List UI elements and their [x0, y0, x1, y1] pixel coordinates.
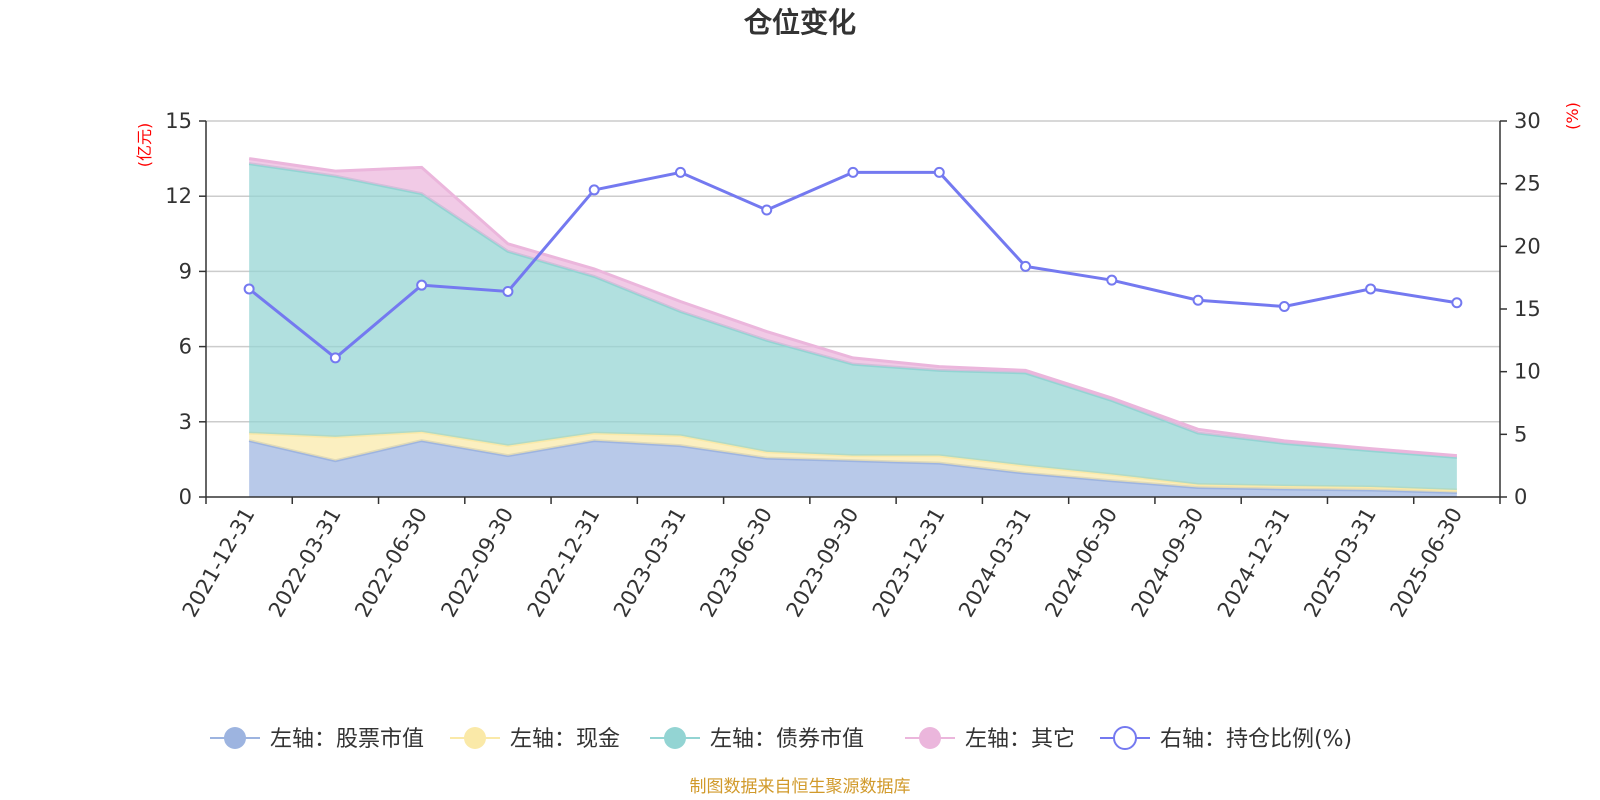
- ratio-point: [1365, 283, 1377, 295]
- x-axis-tick-label: 2024-06-30: [1040, 504, 1122, 622]
- x-axis-tick-label: 2023-06-30: [695, 504, 777, 622]
- ratio-point: [588, 184, 600, 196]
- ratio-point: [502, 285, 514, 297]
- legend-label: 左轴：债券市值: [710, 727, 864, 752]
- right-axis-tick-label: 25: [1514, 172, 1541, 196]
- right-axis-unit: (%): [1563, 102, 1582, 130]
- ratio-point: [1278, 300, 1290, 312]
- legend-marker: [464, 727, 486, 749]
- x-axis-tick-label: 2022-06-30: [350, 503, 432, 621]
- ratio-point: [1192, 294, 1204, 306]
- ratio-point: [329, 352, 341, 364]
- right-axis-tick-label: 10: [1514, 360, 1541, 384]
- left-axis-tick-label: 9: [179, 259, 192, 283]
- x-axis-tick-label: 2023-09-30: [782, 504, 864, 622]
- left-axis-unit: (亿元): [135, 123, 154, 168]
- left-axis-tick-label: 0: [179, 485, 192, 509]
- x-axis-tick-label: 2023-03-31: [609, 504, 691, 622]
- ratio-point: [933, 166, 945, 178]
- chart-title: 仓位变化: [744, 6, 856, 39]
- area-edge-左轴：其它: [248, 157, 1457, 458]
- legend-item[interactable]: 左轴：其它: [905, 727, 1075, 752]
- x-axis-tick-label: 2023-12-31: [868, 503, 950, 621]
- right-axis-tick-label: 0: [1514, 485, 1527, 509]
- right-axis-tick-label: 5: [1514, 422, 1527, 446]
- area-左轴：股票市值: [249, 440, 1457, 497]
- x-axis-tick-label: 2025-06-30: [1385, 504, 1467, 622]
- x-axis-tick-label: 2022-09-30: [436, 504, 518, 622]
- ratio-line-layer: [243, 166, 1463, 364]
- source-note: 制图数据来自恒生聚源数据库: [690, 777, 911, 797]
- legend-marker: [919, 727, 941, 749]
- ratio-point: [1106, 274, 1118, 286]
- x-axis-tick-label: 2022-03-31: [264, 504, 346, 622]
- legend-marker: [1113, 726, 1137, 750]
- legend-marker: [664, 727, 686, 749]
- x-axis-tick-label: 2024-03-31: [954, 504, 1036, 622]
- right-axis-tick-label: 20: [1514, 234, 1541, 258]
- x-axis-tick-label: 2025-03-31: [1299, 504, 1381, 622]
- x-axis-tick-label: 2022-12-31: [523, 504, 605, 622]
- ratio-point: [674, 166, 686, 178]
- legend-item[interactable]: 左轴：债券市值: [650, 727, 864, 752]
- ratio-point: [847, 166, 859, 178]
- left-axis-tick-label: 15: [165, 109, 192, 133]
- left-axis-tick-label: 12: [165, 184, 192, 208]
- area-左轴：债券市值: [249, 163, 1457, 490]
- ratio-point: [1451, 297, 1463, 309]
- legend[interactable]: 左轴：股票市值 左轴：现金 左轴：债券市值 左轴：其它 右轴：持仓比例(%): [210, 726, 1352, 752]
- right-axis-tick-label: 15: [1514, 297, 1541, 321]
- right-axis-tick-label: 30: [1514, 109, 1541, 133]
- x-axis-tick-label: 2024-09-30: [1127, 504, 1209, 622]
- legend-item[interactable]: 右轴：持仓比例(%): [1100, 726, 1352, 752]
- ratio-point: [243, 283, 255, 295]
- legend-label: 右轴：持仓比例(%): [1160, 727, 1352, 752]
- stacked-areas: [248, 157, 1457, 497]
- legend-item[interactable]: 左轴：股票市值: [210, 727, 424, 752]
- legend-label: 左轴：股票市值: [270, 727, 424, 752]
- legend-marker: [224, 727, 246, 749]
- ratio-point: [1020, 260, 1032, 272]
- x-axis-tick-label: 2024-12-31: [1213, 504, 1295, 622]
- x-axis-tick-label: 2021-12-31: [178, 504, 260, 622]
- legend-label: 左轴：现金: [510, 727, 620, 752]
- legend-item[interactable]: 左轴：现金: [450, 727, 620, 752]
- area-左轴：现金: [249, 431, 1457, 493]
- ratio-point: [416, 279, 428, 291]
- legend-label: 左轴：其它: [965, 727, 1075, 752]
- left-axis-tick-label: 6: [179, 335, 192, 359]
- left-axis-tick-label: 3: [179, 410, 192, 434]
- ratio-point: [761, 204, 773, 216]
